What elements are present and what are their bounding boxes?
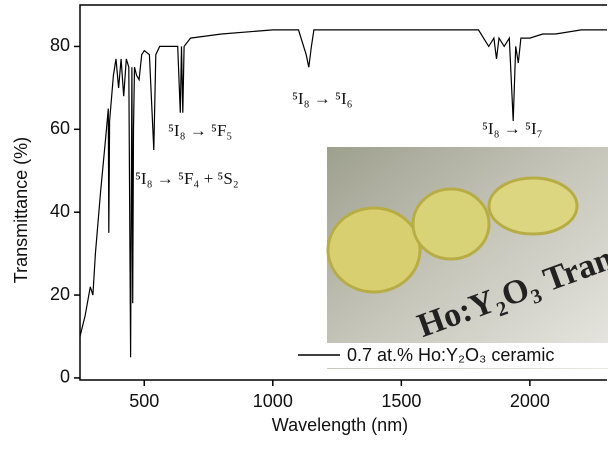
annotation: ⁵I₈ → ⁵I₆ <box>292 89 353 108</box>
y-axis-label: Transmittance (%) <box>11 137 31 283</box>
annotation: ⁵I₈ → ⁵I₇ <box>482 119 543 138</box>
axis-frame <box>79 4 607 381</box>
y-tick-label: 40 <box>50 201 70 221</box>
x-tick-label: 2000 <box>510 391 550 411</box>
x-tick-label: 1000 <box>253 391 293 411</box>
y-tick-label: 60 <box>50 118 70 138</box>
x-axis-label: Wavelength (nm) <box>272 415 408 435</box>
y-tick-label: 20 <box>50 284 70 304</box>
y-tick-label: 80 <box>50 35 70 55</box>
annotation: ⁵I₈ → ⁵F₅ <box>168 121 232 140</box>
inset-photo <box>326 147 608 369</box>
annotation: ⁵I₈ → ⁵F₄ + ⁵S₂ <box>135 169 239 188</box>
y-tick-label: 0 <box>60 367 70 387</box>
x-tick-label: 1500 <box>381 391 421 411</box>
legend-box <box>292 343 608 368</box>
spectrum-line <box>79 29 607 358</box>
legend-label: 0.7 at.% Ho:Y₂O₃ ceramic <box>347 345 554 365</box>
x-tick-label: 500 <box>129 391 159 411</box>
